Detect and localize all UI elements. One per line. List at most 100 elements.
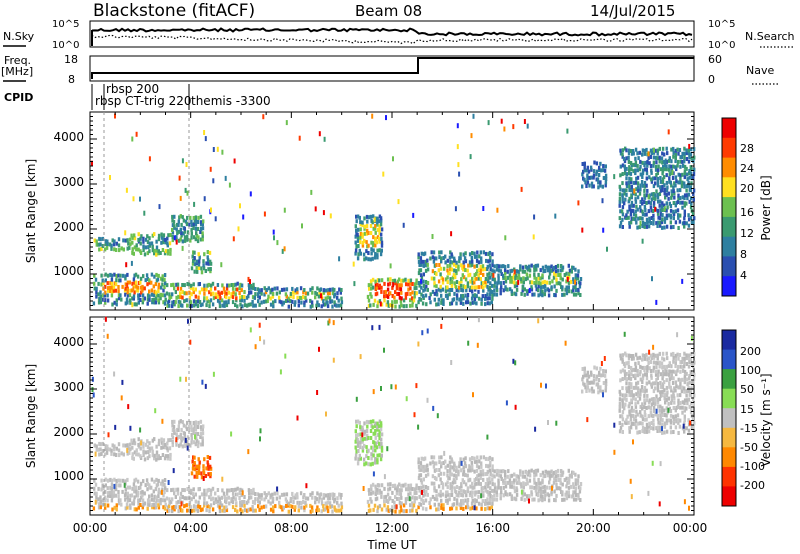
power-echo-cell xyxy=(683,224,686,229)
power-echo-cell xyxy=(190,219,193,224)
velocity-echo-cell xyxy=(625,353,628,358)
velocity-echo-cell xyxy=(375,496,379,501)
velocity-echo-cell xyxy=(629,425,633,430)
velocity-echo-cell xyxy=(314,495,317,500)
power-echo-cell xyxy=(357,227,360,232)
power-echo-cell xyxy=(385,302,388,307)
power-sparse-cell xyxy=(322,210,325,216)
power-echo-cell xyxy=(667,213,671,218)
velocity-sparse-cell xyxy=(688,505,690,511)
power-echo-cell xyxy=(504,285,507,290)
velocity-echo-cell xyxy=(681,368,685,373)
power-echo-cell xyxy=(572,285,575,290)
velocity-echo-cell xyxy=(570,474,573,479)
power-echo-cell xyxy=(552,275,556,280)
power-echo-cell xyxy=(460,277,463,282)
power-echo-cell xyxy=(572,292,576,297)
velocity-echo-cell xyxy=(114,493,118,498)
velocity-echo-cell xyxy=(417,457,420,462)
velocity-echo-cell xyxy=(402,509,405,514)
velocity-echo-cell xyxy=(124,491,127,496)
velocity-echo-cell xyxy=(97,502,101,507)
velocity-echo-cell xyxy=(548,485,551,490)
power-echo-cell xyxy=(663,216,667,221)
power-echo-cell xyxy=(134,280,138,285)
velocity-sparse-cell xyxy=(667,407,670,413)
velocity-echo-cell xyxy=(656,385,660,390)
power-echo-cell xyxy=(359,222,362,227)
power-echo-cell xyxy=(649,164,653,168)
power-echo-cell xyxy=(567,280,571,285)
velocity-echo-cell xyxy=(395,491,399,496)
velocity-echo-cell xyxy=(151,505,154,510)
velocity-echo-cell xyxy=(680,389,684,394)
power-echo-cell xyxy=(151,248,154,253)
power-echo-cell xyxy=(284,292,288,297)
power-echo-cell xyxy=(446,264,449,269)
power-echo-cell xyxy=(491,290,494,294)
power-echo-cell xyxy=(93,273,96,278)
velocity-echo-cell xyxy=(324,493,328,498)
velocity-echo-cell xyxy=(320,509,323,514)
velocity-echo-cell xyxy=(203,492,206,497)
power-sparse-cell xyxy=(528,287,531,293)
power-echo-cell xyxy=(590,167,593,172)
velocity-echo-cell xyxy=(378,483,381,488)
power-echo-cell xyxy=(674,148,678,153)
power-sparse-cell xyxy=(323,136,326,142)
power-echo-cell xyxy=(186,230,190,235)
velocity-echo-cell xyxy=(144,483,147,488)
velocity-echo-cell xyxy=(647,361,650,365)
power-echo-cell xyxy=(631,149,635,153)
velocity-echo-cell xyxy=(376,460,379,465)
power-echo-cell xyxy=(440,298,443,303)
velocity-echo-cell xyxy=(154,505,157,510)
power-echo-cell xyxy=(619,220,623,225)
velocity-echo-cell xyxy=(644,372,647,377)
power-echo-cell xyxy=(206,299,209,304)
velocity-echo-cell xyxy=(662,369,665,374)
velocity-echo-cell xyxy=(314,500,317,505)
velocity-echo-cell xyxy=(108,490,111,495)
power-echo-cell xyxy=(309,298,312,303)
velocity-echo-cell xyxy=(373,424,377,429)
velocity-echo-cell xyxy=(638,355,641,360)
power-echo-cell xyxy=(458,285,461,290)
power-echo-cell xyxy=(114,288,118,293)
x-tick-2400: 00:00 xyxy=(673,521,708,535)
velocity-echo-cell xyxy=(378,432,381,437)
velocity-echo-cell xyxy=(227,495,230,500)
power-echo-cell xyxy=(671,176,675,180)
velocity-echo-cell xyxy=(166,448,169,453)
velocity-echo-cell xyxy=(186,435,190,440)
power-echo-cell xyxy=(168,241,172,246)
velocity-echo-cell xyxy=(176,427,179,432)
power-echo-cell xyxy=(502,280,505,285)
velocity-echo-cell xyxy=(248,495,251,500)
power-echo-cell xyxy=(621,195,624,200)
velocity-echo-cell xyxy=(471,498,474,503)
power-echo-cell xyxy=(648,175,651,180)
power-echo-cell xyxy=(197,252,200,257)
power-echo-cell xyxy=(193,256,196,260)
power-echo-cell xyxy=(526,289,529,294)
power-echo-cell xyxy=(192,222,196,227)
power-echo-cell xyxy=(98,236,101,241)
velocity-echo-cell xyxy=(554,470,558,474)
power-echo-cell xyxy=(175,282,178,287)
velocity-echo-cell xyxy=(533,480,536,485)
velocity-echo-cell xyxy=(272,505,275,510)
velocity-echo-cell xyxy=(621,368,625,373)
velocity-echo-cell xyxy=(481,499,484,504)
power-echo-cell xyxy=(131,235,134,240)
power-sparse-cell xyxy=(469,154,472,160)
velocity-echo-cell xyxy=(630,398,633,403)
velocity-echo-cell xyxy=(453,473,456,478)
power-echo-cell xyxy=(564,287,567,292)
power-echo-cell xyxy=(559,281,562,286)
power-echo-cell xyxy=(210,283,213,288)
velocity-echo-cell xyxy=(324,501,327,506)
velocity-echo-cell xyxy=(500,477,503,481)
velocity-echo-cell xyxy=(656,381,660,386)
power-echo-cell xyxy=(453,258,456,263)
